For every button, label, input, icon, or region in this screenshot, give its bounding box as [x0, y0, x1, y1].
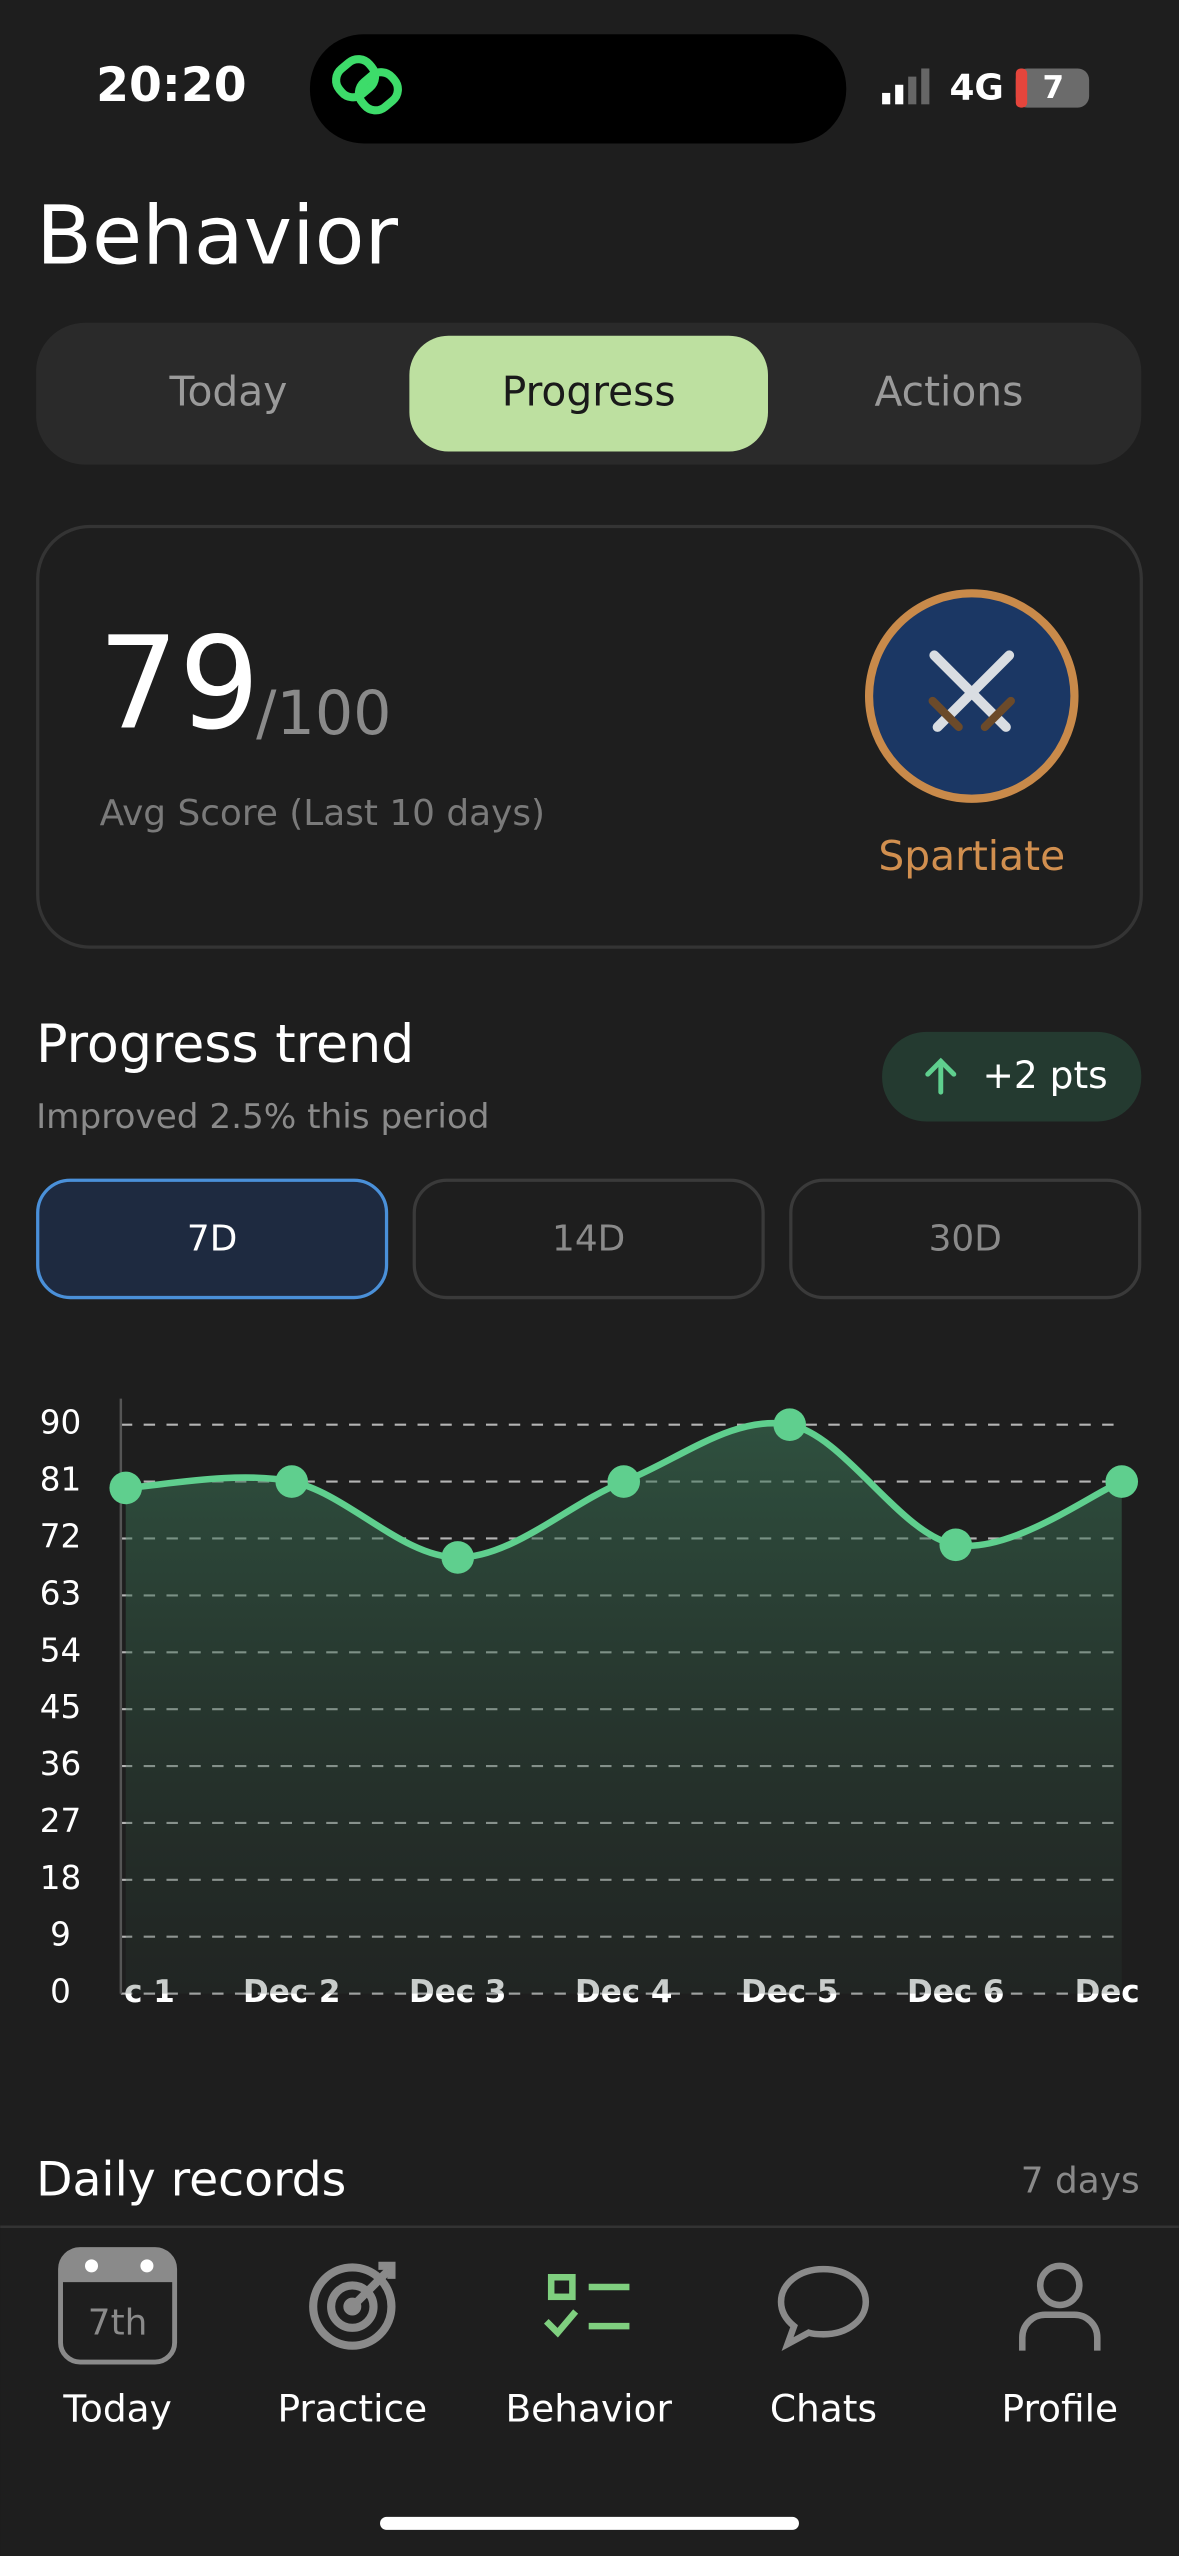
range-label[interactable]: 30D — [929, 1219, 1002, 1260]
section-subtitle: Improved 2.5% this period — [36, 1097, 489, 1137]
point — [109, 1471, 143, 1505]
y-tick-label: 27 — [40, 1802, 81, 1840]
practice-icon[interactable] — [309, 2261, 396, 2350]
swords-icon — [928, 650, 1015, 732]
point — [939, 1528, 973, 1562]
nav-label[interactable]: Behavior — [505, 2386, 672, 2430]
nav-bar — [0, 2226, 1179, 2556]
home-indicator — [380, 2516, 799, 2530]
y-tick-label: 63 — [40, 1574, 81, 1612]
section-title: Progress trend — [36, 1015, 414, 1075]
score-caption: Avg Score (Last 10 days) — [100, 793, 545, 834]
change-label: +2 pts — [983, 1053, 1108, 1097]
battery-label: 7 — [1042, 70, 1064, 106]
behavior-icon[interactable] — [543, 2273, 630, 2338]
point — [607, 1465, 641, 1498]
tab[interactable]: Progress — [502, 367, 676, 415]
y-tick-label: 54 — [40, 1631, 81, 1669]
tab[interactable]: Today — [169, 367, 288, 415]
network-label: 4G — [949, 68, 1003, 109]
section-title: Daily records — [36, 2153, 346, 2208]
score-card — [36, 524, 1143, 949]
chart: 09182736455463728190c 1Dec 2Dec 3Dec 4De… — [40, 1398, 1140, 2011]
range-label[interactable]: 7D — [187, 1219, 237, 1260]
y-tick-label: 45 — [40, 1688, 81, 1726]
point — [1105, 1465, 1139, 1498]
y-tick-label: 72 — [40, 1517, 81, 1555]
battery-level — [1015, 68, 1028, 108]
y-tick-label: 81 — [40, 1461, 81, 1499]
range-button[interactable] — [789, 1178, 1142, 1300]
calendar-day[interactable]: 7th — [88, 2303, 148, 2344]
score-max: /100 — [256, 679, 391, 749]
y-tick-label: 36 — [40, 1745, 81, 1783]
nav-label[interactable]: Chats — [770, 2386, 877, 2430]
y-tick-label: 18 — [40, 1859, 81, 1897]
point — [275, 1465, 309, 1498]
y-tick-label: 0 — [50, 1973, 71, 2011]
battery — [1015, 68, 1090, 108]
y-tick-label: 90 — [40, 1404, 81, 1442]
up-arrow-icon — [925, 1057, 957, 1095]
score-value: 79 — [98, 609, 260, 757]
y-tick-label: 9 — [50, 1916, 71, 1954]
point — [441, 1541, 475, 1574]
range-label[interactable]: 14D — [552, 1219, 625, 1260]
tab-active[interactable] — [409, 335, 768, 452]
signal-icon — [882, 68, 930, 105]
nav-label[interactable]: Profile — [1002, 2386, 1119, 2430]
profile-icon[interactable] — [1019, 2262, 1101, 2351]
calendar-icon[interactable] — [58, 2247, 178, 2365]
area — [125, 1423, 1122, 1994]
status-time: 20:20 — [96, 58, 246, 113]
records-count: 7 days — [1021, 2161, 1140, 2202]
point — [773, 1408, 807, 1442]
range-button-active[interactable] — [36, 1178, 389, 1300]
dynamic-island — [309, 34, 847, 144]
nav-label[interactable]: Practice — [277, 2386, 427, 2430]
page-title: Behavior — [36, 189, 398, 284]
tab[interactable]: Actions — [875, 367, 1024, 415]
app-icon — [332, 55, 402, 115]
chats-icon[interactable] — [777, 2265, 870, 2352]
rank-label: Spartiate — [878, 832, 1065, 880]
nav-label[interactable]: Today — [62, 2386, 171, 2430]
range-button[interactable] — [412, 1178, 765, 1300]
change-badge — [882, 1031, 1142, 1122]
